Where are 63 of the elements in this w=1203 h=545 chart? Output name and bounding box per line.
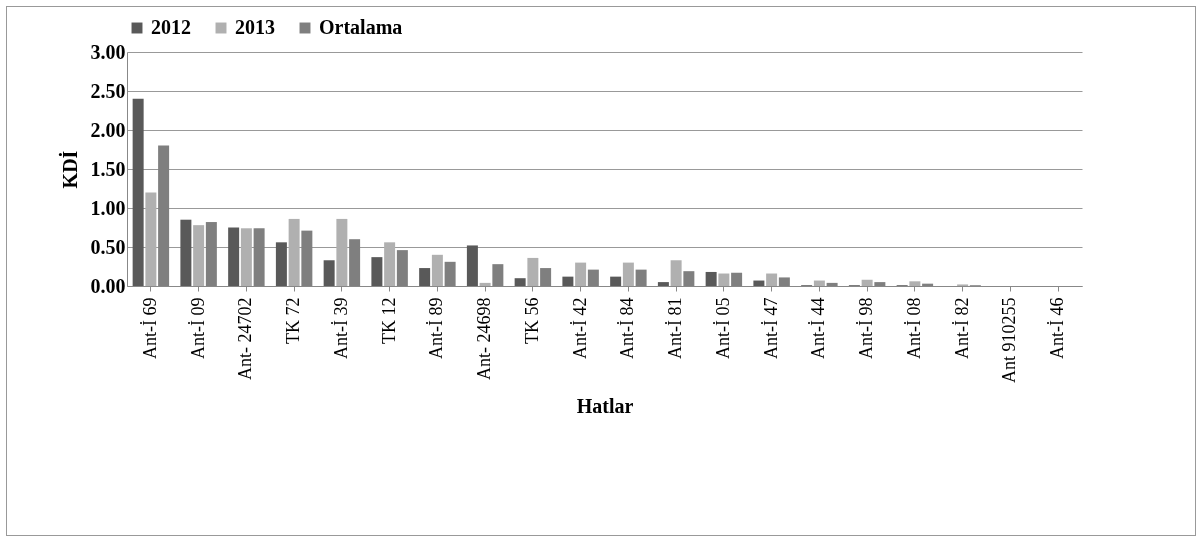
bar xyxy=(527,257,539,286)
x-tick-label: Ant-İ 89 xyxy=(426,297,447,359)
bar xyxy=(610,276,622,286)
x-tick-label: TK 12 xyxy=(378,297,399,344)
y-tick-label: 1.50 xyxy=(90,157,126,180)
x-tick-label: Ant-İ 44 xyxy=(808,297,829,359)
y-tick-label: 3.00 xyxy=(90,40,126,63)
bar xyxy=(288,218,300,286)
bar xyxy=(384,242,396,286)
legend-label: 2012 xyxy=(151,16,191,38)
bar xyxy=(718,273,730,286)
bar xyxy=(275,242,287,286)
bar xyxy=(705,271,717,286)
bar xyxy=(766,273,778,286)
x-tick-label: Ant-İ 08 xyxy=(903,297,924,359)
x-tick-label: Ant-İ 81 xyxy=(665,297,686,359)
y-tick-label: 0.50 xyxy=(90,235,126,258)
x-tick-label: Ant-İ 09 xyxy=(187,297,208,359)
y-tick-label: 2.50 xyxy=(90,79,126,102)
bar xyxy=(180,219,192,286)
x-tick-label: Ant-İ 39 xyxy=(330,297,351,359)
bar xyxy=(479,282,491,286)
bar xyxy=(575,262,587,286)
bar xyxy=(657,282,669,286)
x-tick-label: Ant-İ 42 xyxy=(569,297,590,359)
x-tick-label: Ant-İ 46 xyxy=(1047,297,1068,359)
bar xyxy=(466,245,478,286)
bar xyxy=(132,98,144,286)
bar xyxy=(240,228,252,286)
x-tick-label: Ant-İ 98 xyxy=(856,297,877,359)
y-tick-label: 0.00 xyxy=(90,274,126,297)
bar xyxy=(336,218,348,286)
bar xyxy=(431,254,443,286)
bar xyxy=(753,280,765,286)
x-tick-label: TK 72 xyxy=(283,297,304,344)
y-tick-label: 1.00 xyxy=(90,196,126,219)
x-tick-label: Ant-İ 69 xyxy=(139,297,160,359)
bar xyxy=(371,257,383,286)
legend-label: 2013 xyxy=(235,16,275,38)
x-tick-label: Ant-İ 84 xyxy=(617,297,638,359)
bar xyxy=(562,276,574,286)
x-tick-label: Ant-İ 82 xyxy=(951,297,972,359)
legend-label: Ortalama xyxy=(319,16,403,38)
bar xyxy=(670,260,682,286)
x-tick-label: Ant 910255 xyxy=(999,297,1020,383)
bar xyxy=(323,260,335,286)
bar xyxy=(514,278,526,286)
bar xyxy=(193,225,205,286)
bar xyxy=(622,262,634,286)
bar xyxy=(861,279,873,286)
bar xyxy=(419,268,431,286)
x-tick-label: Ant-İ 05 xyxy=(712,297,733,359)
y-tick-label: 2.00 xyxy=(90,118,126,141)
x-axis-title: Hatlar xyxy=(576,395,634,417)
x-tick-label: TK 56 xyxy=(521,297,542,344)
bar xyxy=(813,280,825,286)
x-tick-label: Ant- 24698 xyxy=(474,297,495,380)
y-axis-title: KDİ xyxy=(57,150,81,189)
bar xyxy=(228,227,240,286)
x-tick-label: Ant-İ 47 xyxy=(760,297,781,359)
bar xyxy=(145,192,157,286)
bar xyxy=(909,281,921,286)
x-tick-label: Ant- 24702 xyxy=(235,297,256,380)
